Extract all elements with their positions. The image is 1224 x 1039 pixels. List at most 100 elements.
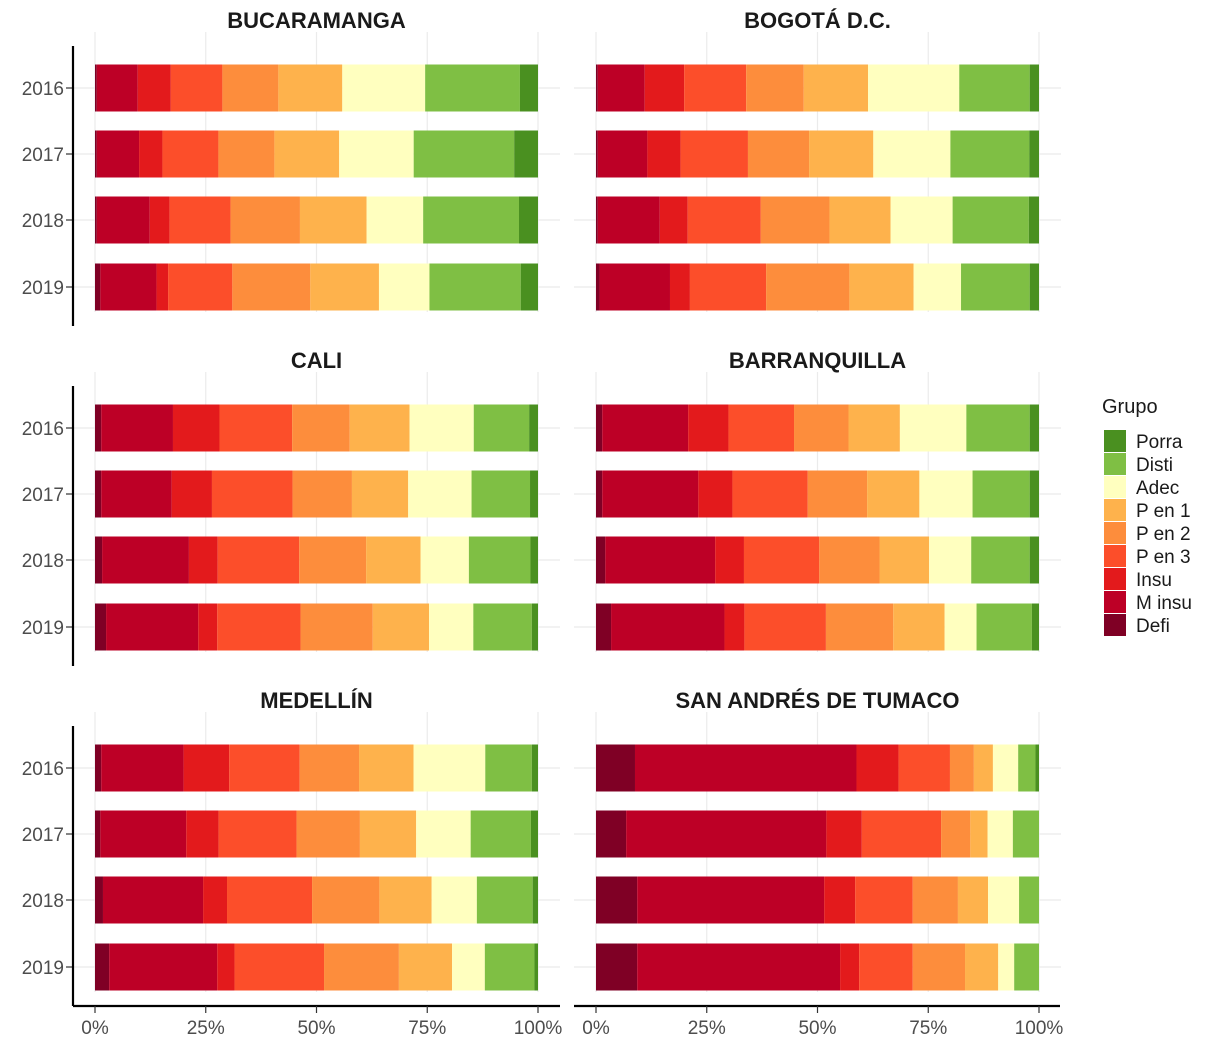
bar-segment-p-en-2-2019 [324,943,399,991]
bar-segment-insu-2018 [715,536,744,584]
bar-segment-m-insu-2019 [599,263,670,311]
bar-segment-p-en-1-2018 [829,196,891,244]
bar-segment-disti-2016 [473,404,530,452]
bar-segment-defi-2018 [596,876,638,924]
x-tick-label: 25% [187,1018,225,1039]
bar-segment-m-insu-2016 [634,744,857,792]
bar-segment-insu-2019 [198,603,218,651]
y-tick-label: 2019 [22,618,64,639]
bar-segment-p-en-2-2017 [747,130,810,178]
bar-segment-disti-2019 [429,263,521,311]
bar-segment-p-en-2-2017 [218,130,275,178]
bar-segment-p-en-3-2017 [732,470,808,518]
bar-segment-p-en-3-2016 [728,404,795,452]
bar-segment-m-insu-2016 [597,64,645,112]
bar-segment-porra-2018 [530,536,538,584]
x-tick-label: 100% [1015,1018,1064,1039]
y-tick-label: 2019 [22,958,64,979]
bar-segment-porra-2017 [1029,130,1039,178]
bar-segment-m-insu-2017 [602,470,699,518]
bar-segment-p-en-1-2017 [809,130,874,178]
bar-segment-porra-2019 [534,943,538,991]
legend-label-p-en-1: P en 1 [1136,501,1191,522]
bar-segment-p-en-1-2019 [310,263,379,311]
bar-segment-insu-2016 [688,404,729,452]
bar-segment-adec-2016 [868,64,960,112]
bar-segment-defi-2019 [596,603,612,651]
bar-segment-defi-2017 [95,810,101,858]
bar-segment-defi-2017 [596,470,603,518]
panel-bogota-d-c: BOGOTÁ D.C. [574,8,1061,312]
legend-swatch-adec [1104,476,1126,498]
bar-segment-porra-2016 [531,744,538,792]
bar-segment-p-en-3-2018 [227,876,313,924]
bar-segment-p-en-3-2017 [211,470,293,518]
bar-segment-defi-2017 [596,810,627,858]
bar-segment-p-en-3-2019 [859,943,913,991]
bar-segment-adec-2019 [429,603,474,651]
bar-segment-porra-2019 [1031,603,1039,651]
bar-segment-defi-2018 [95,196,97,244]
bar-segment-p-en-1-2017 [359,810,417,858]
bar-segment-defi-2019 [95,263,101,311]
bar-segment-defi-2019 [95,603,107,651]
panel-title: SAN ANDRÉS DE TUMACO [676,688,960,713]
bar-segment-p-en-1-2016 [359,744,414,792]
legend-label-defi: Defi [1136,616,1170,637]
bar-segment-p-en-3-2019 [217,603,301,651]
x-tick-label: 0% [582,1018,610,1039]
x-tick-label: 100% [514,1018,563,1039]
bar-segment-p-en-1-2016 [973,744,993,792]
bar-segment-adec-2017 [339,130,414,178]
bar-segment-m-insu-2019 [109,943,218,991]
y-tick-label: 2019 [22,278,64,299]
y-tick-label: 2018 [22,891,64,912]
bar-segment-p-en-3-2016 [219,404,293,452]
bar-segment-insu-2019 [217,943,235,991]
bar-segment-disti-2018 [971,536,1030,584]
bar-segment-p-en-1-2018 [879,536,930,584]
bar-segment-insu-2017 [647,130,681,178]
bar-segment-p-en-2-2018 [912,876,958,924]
panel-san-andres-de-tumaco: SAN ANDRÉS DE TUMACO [574,688,1061,992]
bar-segment-defi-2016 [596,404,603,452]
bar-segment-porra-2017 [514,130,538,178]
bar-segment-p-en-1-2017 [351,470,409,518]
bar-segment-adec-2017 [873,130,951,178]
bar-segment-p-en-3-2018 [169,196,231,244]
bar-segment-disti-2017 [413,130,515,178]
legend-swatch-insu [1104,568,1126,590]
bar-segment-p-en-3-2017 [861,810,942,858]
bar-segment-disti-2017 [950,130,1030,178]
bar-segment-p-en-3-2018 [687,196,761,244]
bar-segment-defi-2016 [95,744,102,792]
bar-segment-p-en-3-2016 [229,744,300,792]
bar-segment-adec-2016 [409,404,474,452]
bar-segment-disti-2018 [1019,876,1039,924]
bar-segment-p-en-3-2016 [684,64,747,112]
bar-segment-p-en-2-2019 [912,943,966,991]
bar-segment-adec-2019 [998,943,1015,991]
bar-segment-disti-2016 [1018,744,1036,792]
bar-segment-adec-2019 [913,263,962,311]
bar-segment-insu-2019 [724,603,745,651]
bar-segment-p-en-2-2017 [941,810,971,858]
bar-segment-porra-2016 [1029,64,1039,112]
bar-segment-defi-2017 [95,130,97,178]
x-tick-label: 75% [408,1018,446,1039]
y-tick-label: 2016 [22,419,64,440]
bar-segment-p-en-2-2018 [230,196,300,244]
bar-segment-defi-2017 [95,470,102,518]
legend-label-disti: Disti [1136,455,1173,476]
bar-segment-p-en-2-2019 [766,263,850,311]
bar-segment-adec-2018 [988,876,1020,924]
bar-segment-disti-2019 [1014,943,1039,991]
bar-segment-disti-2018 [468,536,531,584]
bar-segment-disti-2019 [961,263,1030,311]
bar-segment-defi-2018 [95,876,103,924]
y-tick-label: 2017 [22,825,64,846]
bar-segment-adec-2019 [452,943,485,991]
panel-title: BUCARAMANGA [227,8,406,33]
panel-title: BOGOTÁ D.C. [744,8,891,33]
bar-segment-p-en-2-2018 [312,876,380,924]
